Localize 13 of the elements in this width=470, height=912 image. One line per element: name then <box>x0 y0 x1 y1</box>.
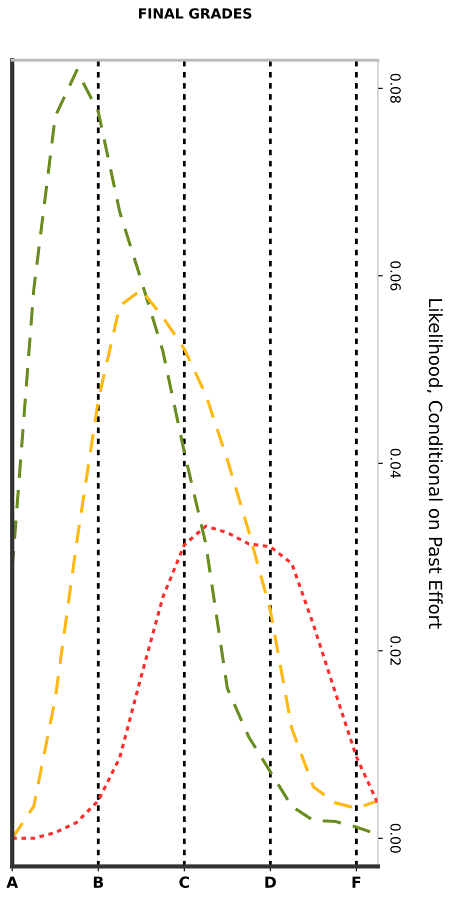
x-tick-label: A <box>6 876 18 888</box>
y-tick-label: 0.04 <box>390 448 401 478</box>
y-tick-label: 0.00 <box>390 824 401 853</box>
x-tick-label: B <box>94 876 104 888</box>
x-tick-label: F <box>352 876 360 888</box>
y-tick-label: 0.08 <box>390 74 401 103</box>
x-tick-label: D <box>265 876 276 888</box>
y-tick-label: 0.02 <box>390 636 401 665</box>
x-tick-label: C <box>179 876 189 888</box>
y-tick-label: 0.06 <box>390 261 401 290</box>
y-axis-title: Likelihood, Conditional on Past Effort <box>426 299 443 629</box>
line-series <box>12 524 378 840</box>
chart-title: FINAL GRADES <box>139 8 252 19</box>
